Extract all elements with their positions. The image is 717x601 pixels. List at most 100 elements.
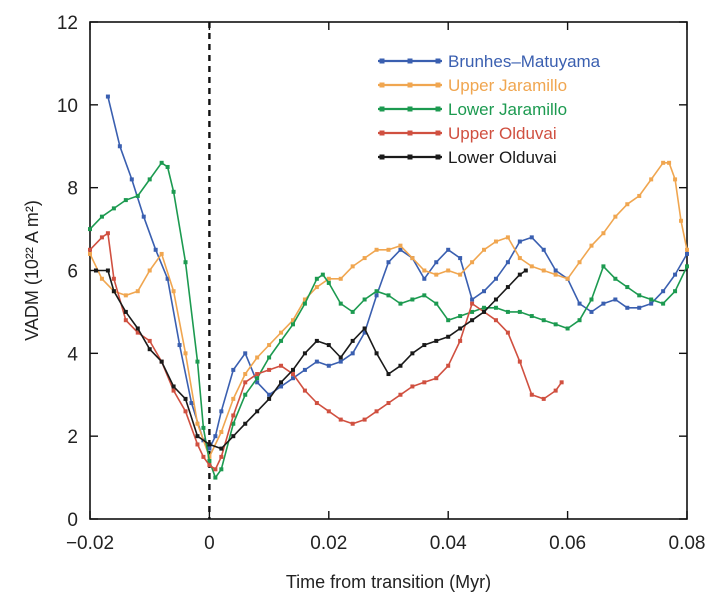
data-point [219,454,224,459]
data-point [314,276,319,281]
data-point [171,289,176,294]
legend-marker [435,154,441,160]
data-point [374,351,379,356]
y-tick-label: 6 [67,262,78,283]
data-point [458,272,463,277]
legend-marker [407,154,413,160]
data-point [637,193,642,198]
legend-marker [435,58,441,64]
data-point [505,235,510,240]
data-point [559,380,564,385]
data-point [350,351,355,356]
x-tick-label: 0.08 [669,533,706,554]
data-point [231,367,236,372]
legend-marker [379,106,385,112]
data-point [589,297,594,302]
y-tick-label: 8 [67,179,78,200]
data-point [123,309,128,314]
data-point [302,297,307,302]
data-point [314,401,319,406]
data-point [362,326,367,331]
data-point [685,264,689,269]
data-point [470,297,475,302]
data-point [470,260,475,265]
data-point [338,417,343,422]
x-tick-label: 0.02 [310,533,347,554]
legend: Brunhes–Matuyama Upper Jaramillo Lower Jar… [378,52,601,167]
data-point [129,177,134,182]
data-point [171,384,176,389]
legend-label: Upper Olduvai [448,124,557,143]
data-point [195,434,200,439]
data-point [458,326,463,331]
data-point [314,338,319,343]
data-point [673,272,678,277]
data-point [517,272,522,277]
data-point [105,268,110,273]
data-point [117,144,122,149]
data-point [565,276,570,281]
data-point [362,297,367,302]
data-point [589,309,594,314]
data-point [649,297,654,302]
data-point [482,305,487,310]
data-point [613,297,618,302]
data-point [637,293,642,298]
data-point [314,285,319,290]
data-point [231,421,236,426]
data-point [601,231,606,236]
data-point [673,177,678,182]
data-point [398,363,403,368]
data-point [362,417,367,422]
data-point [135,193,140,198]
legend-label: Upper Jaramillo [448,76,567,95]
data-point [159,359,164,364]
data-point [99,214,104,219]
data-point [338,359,343,364]
data-point [458,314,463,319]
legend-item: Lower Olduvai [378,148,557,167]
data-point [398,247,403,252]
data-point [105,94,110,99]
data-point [446,247,451,252]
data-point [213,467,218,472]
series-line [89,162,688,458]
data-point [553,388,558,393]
data-point [493,297,498,302]
data-point [458,256,463,261]
data-point [422,380,427,385]
x-tick-label: −0.02 [66,533,114,554]
data-point [523,268,528,273]
data-point [201,425,206,430]
data-point [88,227,92,232]
data-point [99,235,104,240]
y-axis-title: VADM (10²² A m²) [22,200,42,341]
data-point [637,305,642,310]
data-point [505,285,510,290]
data-point [207,446,212,451]
data-point [386,293,391,298]
data-point [362,330,367,335]
data-point [422,268,427,273]
data-point [434,301,439,306]
data-point [159,251,164,256]
data-point [541,247,546,252]
data-point [350,309,355,314]
data-point [667,160,672,165]
data-point [541,318,546,323]
data-point [279,330,284,335]
data-point [529,392,534,397]
data-point [505,330,510,335]
data-point [434,260,439,265]
data-point [111,289,116,294]
legend-marker [379,82,385,88]
legend-marker [407,58,413,64]
data-point [231,413,236,418]
data-point [505,309,510,314]
legend-item: Brunhes–Matuyama [378,52,601,71]
data-point [123,318,128,323]
legend-label: Lower Jaramillo [448,100,567,119]
data-point [517,359,522,364]
data-point [541,268,546,273]
data-point [661,289,666,294]
